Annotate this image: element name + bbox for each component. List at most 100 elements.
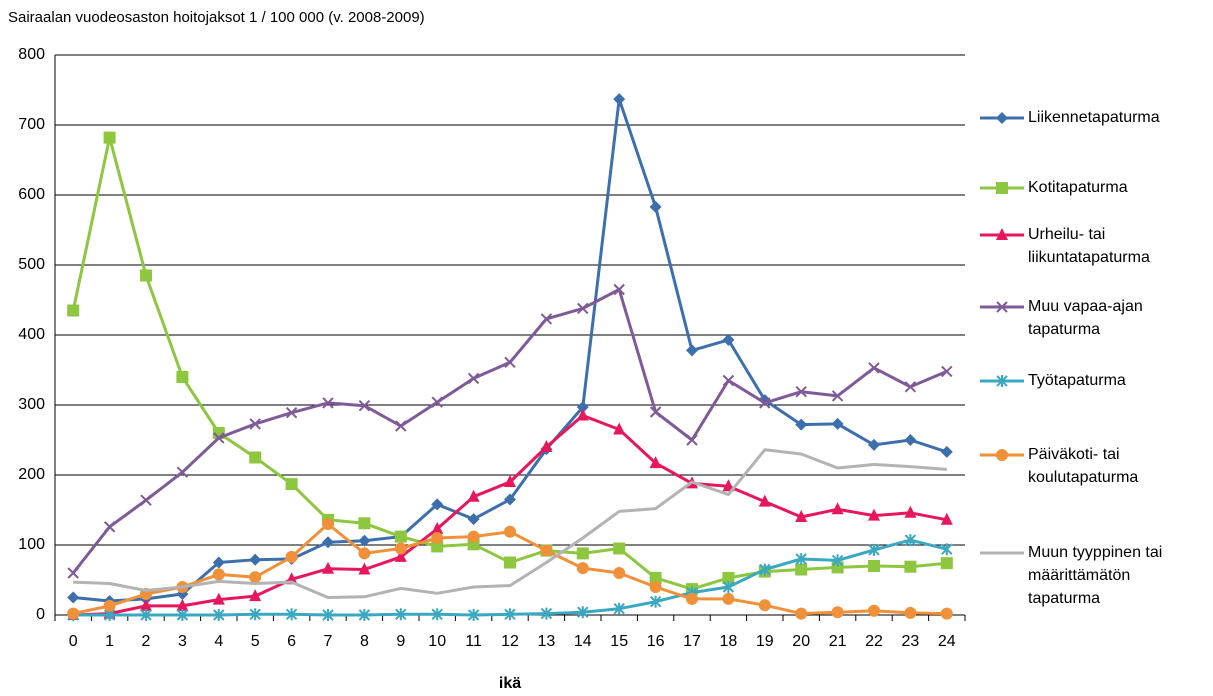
series xyxy=(67,283,953,579)
series xyxy=(67,93,953,607)
y-tick-label: 600 xyxy=(18,186,45,203)
marker xyxy=(868,438,880,451)
marker xyxy=(686,344,698,357)
marker xyxy=(868,543,880,556)
marker xyxy=(576,401,589,414)
marker xyxy=(431,532,444,544)
marker xyxy=(285,608,298,621)
marker xyxy=(904,606,917,619)
marker xyxy=(140,494,152,506)
x-axis-label: ikä xyxy=(499,675,521,692)
chart-title: Sairaalan vuodeosaston hoitojaksot 1 / 1… xyxy=(8,9,425,26)
marker xyxy=(103,599,116,612)
x-tick-label: 7 xyxy=(324,633,333,650)
marker xyxy=(686,592,698,605)
x-tick-label: 22 xyxy=(865,633,883,650)
marker xyxy=(358,547,371,560)
marker xyxy=(868,604,880,617)
marker xyxy=(649,595,662,608)
marker xyxy=(467,530,480,543)
marker xyxy=(249,608,261,621)
marker xyxy=(577,302,589,315)
marker xyxy=(176,598,189,611)
marker xyxy=(504,608,516,621)
marker xyxy=(140,609,152,621)
marker xyxy=(759,563,771,576)
marker xyxy=(322,561,334,574)
marker xyxy=(758,494,771,507)
marker xyxy=(358,399,371,412)
series-line xyxy=(73,538,948,617)
marker xyxy=(576,562,589,575)
marker xyxy=(759,397,771,409)
marker xyxy=(722,374,735,387)
y-tick-label: 100 xyxy=(18,536,45,553)
series xyxy=(67,408,953,620)
marker xyxy=(285,550,298,563)
marker xyxy=(103,131,116,144)
marker xyxy=(67,607,80,620)
marker xyxy=(431,498,444,511)
marker xyxy=(941,543,953,556)
marker xyxy=(358,562,371,575)
marker xyxy=(504,525,516,538)
marker xyxy=(213,432,225,444)
marker xyxy=(212,592,225,605)
marker xyxy=(904,434,917,446)
marker xyxy=(649,456,662,469)
marker xyxy=(540,544,553,557)
marker xyxy=(67,304,80,317)
marker xyxy=(613,542,626,555)
marker xyxy=(467,513,480,526)
marker xyxy=(722,571,735,584)
x-tick-label: 6 xyxy=(287,633,296,650)
marker xyxy=(996,112,1008,124)
legend-label: Työtapaturma xyxy=(1028,372,1126,389)
x-tick-label: 11 xyxy=(465,633,482,650)
marker xyxy=(431,521,444,534)
marker xyxy=(795,607,808,620)
marker xyxy=(212,556,225,569)
marker xyxy=(249,589,262,602)
marker xyxy=(613,283,625,296)
marker xyxy=(722,479,735,492)
marker xyxy=(212,568,225,581)
x-tick-label: 13 xyxy=(538,633,556,650)
marker xyxy=(686,434,698,446)
x-tick-label: 14 xyxy=(574,633,592,650)
marker xyxy=(322,518,334,530)
marker xyxy=(395,608,407,621)
marker xyxy=(504,493,516,506)
marker xyxy=(467,489,480,502)
legend-label: Liikennetapaturma xyxy=(1028,109,1160,126)
x-tick-label: 8 xyxy=(360,633,369,650)
x-tick-label: 19 xyxy=(756,633,774,650)
marker xyxy=(795,385,807,398)
marker xyxy=(576,408,589,421)
marker xyxy=(613,93,626,106)
marker xyxy=(613,602,625,615)
marker xyxy=(140,269,152,282)
legend-label: Muu vapaa-ajan tapaturma xyxy=(1028,298,1143,338)
marker xyxy=(358,534,371,547)
x-tick-label: 23 xyxy=(902,633,920,650)
marker xyxy=(394,530,407,543)
marker xyxy=(67,567,79,579)
marker xyxy=(613,422,626,435)
marker xyxy=(722,581,735,593)
marker xyxy=(758,599,771,612)
y-tick-label: 200 xyxy=(18,466,45,483)
series xyxy=(67,518,953,620)
marker xyxy=(996,182,1008,194)
marker xyxy=(795,418,808,431)
marker xyxy=(504,356,516,369)
marker xyxy=(904,534,917,547)
y-tick-label: 300 xyxy=(18,396,45,413)
marker xyxy=(395,420,407,432)
marker xyxy=(831,390,844,402)
marker xyxy=(795,553,807,565)
x-tick-label: 9 xyxy=(396,633,405,650)
x-tick-label: 0 xyxy=(69,633,78,650)
